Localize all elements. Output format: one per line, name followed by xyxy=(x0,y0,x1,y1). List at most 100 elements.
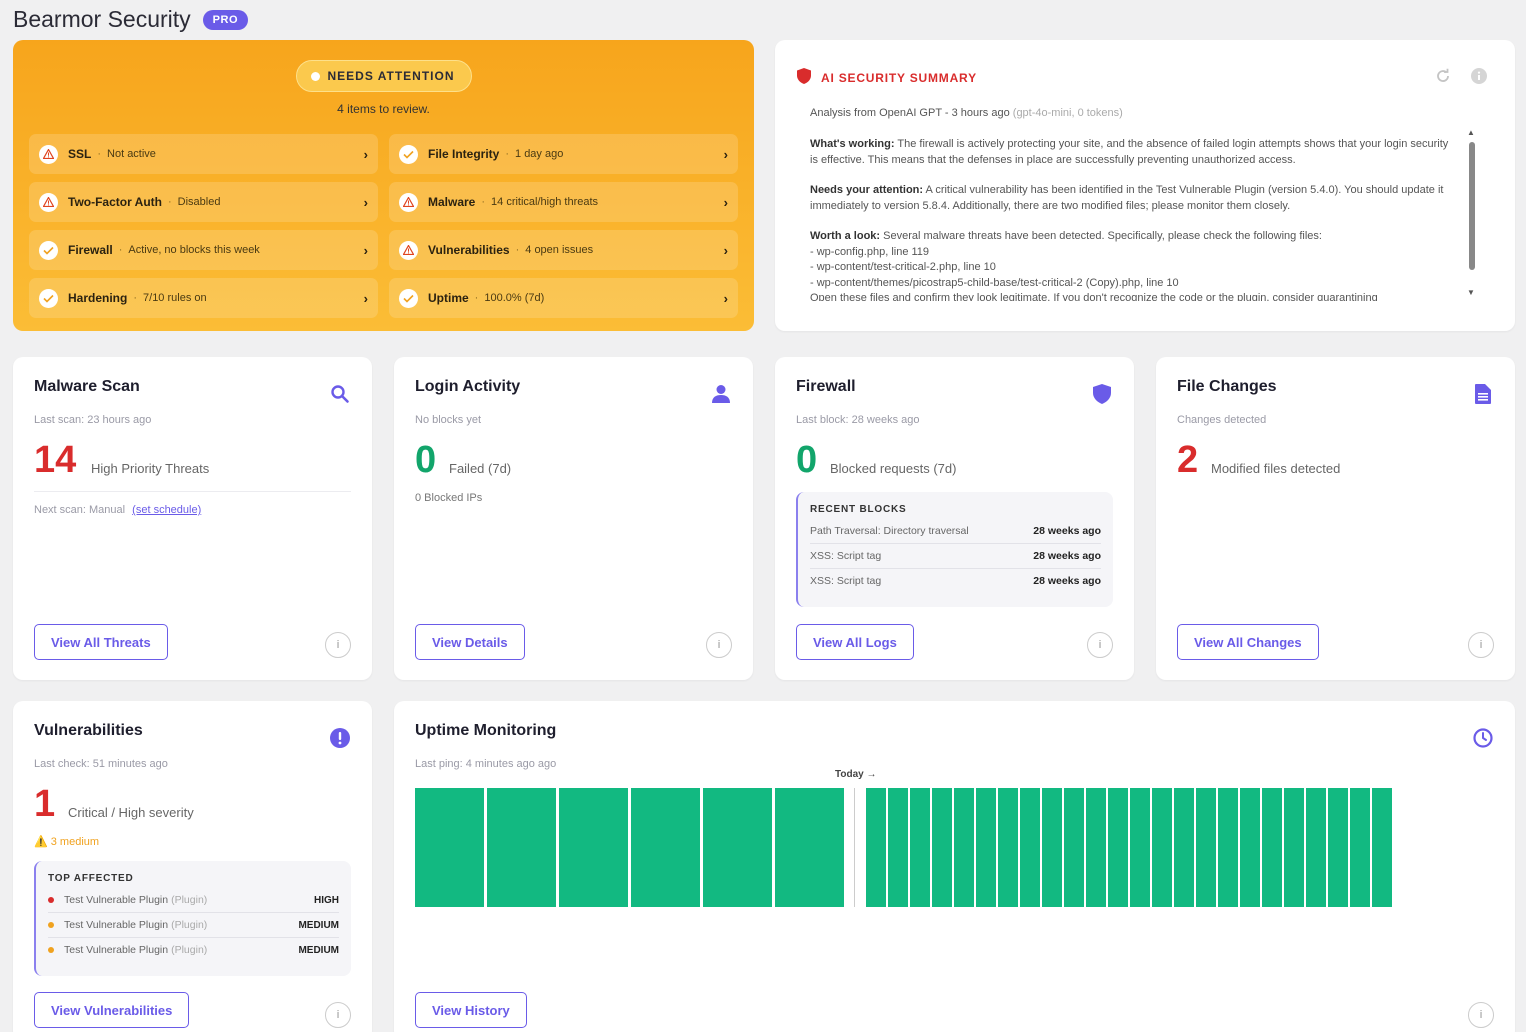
uptime-check-bar[interactable] xyxy=(998,788,1018,907)
recent-block-row: XSS: Script tag 28 weeks ago xyxy=(810,569,1101,593)
ai-summary-scrollbar[interactable]: ▲ ▼ xyxy=(1467,128,1476,298)
attention-item-detail: 1 day ago xyxy=(515,148,564,160)
attention-item-name: Malware xyxy=(428,195,476,209)
attention-item-malware[interactable]: Malware · 14 critical/high threats › xyxy=(389,182,738,222)
check-icon xyxy=(399,144,418,164)
info-icon[interactable]: i xyxy=(325,632,351,658)
uptime-check-bar[interactable] xyxy=(888,788,908,907)
uptime-check-bar[interactable] xyxy=(1174,788,1194,907)
chevron-right-icon: › xyxy=(723,146,728,162)
info-icon[interactable]: i xyxy=(1468,632,1494,658)
attention-item-file-integrity[interactable]: File Integrity · 1 day ago › xyxy=(389,134,738,174)
next-scan-text: Next scan: Manual xyxy=(34,504,126,516)
view-all-logs-button[interactable]: View All Logs xyxy=(796,624,914,660)
chevron-right-icon: › xyxy=(723,194,728,210)
separator: · xyxy=(505,148,510,160)
uptime-check-bar[interactable] xyxy=(1240,788,1260,907)
uptime-day-bar[interactable] xyxy=(775,788,844,907)
uptime-last-ping: Last ping: 4 minutes ago ago xyxy=(415,758,557,770)
malware-next-scan: Next scan: Manual (set schedule) xyxy=(34,504,201,516)
scroll-thumb[interactable] xyxy=(1469,142,1475,270)
user-icon xyxy=(711,384,731,404)
uptime-day-bar[interactable] xyxy=(703,788,772,907)
uptime-day-bar[interactable] xyxy=(487,788,556,907)
uptime-monitoring-card: Uptime Monitoring Last ping: 4 minutes a… xyxy=(394,701,1515,1032)
separator: · xyxy=(515,244,520,256)
uptime-check-bar[interactable] xyxy=(1350,788,1370,907)
ai-working-text: The firewall is actively protecting your… xyxy=(810,138,1449,166)
ai-trailing-line: Open these files and confirm they look l… xyxy=(810,292,1378,301)
scroll-down-arrow-icon[interactable]: ▼ xyxy=(1467,288,1475,297)
set-schedule-link[interactable]: (set schedule) xyxy=(132,504,202,516)
uptime-check-bar[interactable] xyxy=(1086,788,1106,907)
severity-dot xyxy=(48,947,54,953)
uptime-check-bar[interactable] xyxy=(976,788,996,907)
uptime-check-bar[interactable] xyxy=(866,788,886,907)
uptime-check-bar[interactable] xyxy=(1130,788,1150,907)
firewall-blocked-count: 0 xyxy=(796,439,818,481)
uptime-day-bar[interactable] xyxy=(559,788,628,907)
view-details-button[interactable]: View Details xyxy=(415,624,525,660)
attention-item-vulnerabilities[interactable]: Vulnerabilities · 4 open issues › xyxy=(389,230,738,270)
info-icon[interactable]: i xyxy=(1087,632,1113,658)
severity-label: MEDIUM xyxy=(298,919,339,931)
uptime-check-bar[interactable] xyxy=(1262,788,1282,907)
document-icon xyxy=(1473,384,1493,404)
separator: · xyxy=(118,244,123,256)
attention-item-detail: Not active xyxy=(107,148,156,160)
uptime-title: Uptime Monitoring xyxy=(415,722,557,739)
view-all-threats-button[interactable]: View All Threats xyxy=(34,624,168,660)
attention-item-detail: 4 open issues xyxy=(525,244,594,256)
status-dot xyxy=(310,71,320,81)
view-all-changes-button[interactable]: View All Changes xyxy=(1177,624,1319,660)
uptime-check-bar[interactable] xyxy=(1108,788,1128,907)
uptime-day-bar[interactable] xyxy=(415,788,484,907)
uptime-check-bar[interactable] xyxy=(1284,788,1304,907)
warning-icon xyxy=(399,240,418,260)
firewall-title: Firewall xyxy=(796,378,856,395)
uptime-check-bar[interactable] xyxy=(932,788,952,907)
chevron-right-icon: › xyxy=(363,146,368,162)
block-rule: Path Traversal: Directory traversal xyxy=(810,525,969,537)
uptime-check-bar[interactable] xyxy=(1064,788,1084,907)
attention-item-firewall[interactable]: Firewall · Active, no blocks this week › xyxy=(29,230,378,270)
attention-item-name: Uptime xyxy=(428,291,469,305)
info-icon[interactable]: i xyxy=(325,1002,351,1028)
recent-block-row: Path Traversal: Directory traversal 28 we… xyxy=(810,519,1101,544)
refresh-icon[interactable] xyxy=(1435,68,1451,84)
affected-row: Test Vulnerable Plugin (Plugin) MEDIUM xyxy=(48,913,339,938)
medium-vuln-count: ⚠️ 3 medium xyxy=(34,836,100,848)
view-history-button[interactable]: View History xyxy=(415,992,527,1028)
uptime-check-bar[interactable] xyxy=(1218,788,1238,907)
attention-item-ssl[interactable]: SSL · Not active › xyxy=(29,134,378,174)
modified-files-count: 2 xyxy=(1177,439,1199,481)
info-icon[interactable]: i xyxy=(706,632,732,658)
info-icon[interactable]: i xyxy=(1468,1002,1494,1028)
ai-worth-label: Worth a look: xyxy=(810,230,881,242)
ai-summary-body: What's working: The firewall is actively… xyxy=(810,137,1458,301)
view-vulnerabilities-button[interactable]: View Vulnerabilities xyxy=(34,992,190,1028)
affected-type: (Plugin) xyxy=(171,919,208,931)
uptime-check-bar[interactable] xyxy=(1306,788,1326,907)
attention-item-detail: 7/10 rules on xyxy=(143,292,207,304)
uptime-check-bar[interactable] xyxy=(1328,788,1348,907)
file-changes-card: File Changes Changes detected 2 Modified… xyxy=(1156,357,1515,680)
info-icon[interactable] xyxy=(1471,68,1487,84)
uptime-check-bar[interactable] xyxy=(1020,788,1040,907)
attention-item-uptime[interactable]: Uptime · 100.0% (7d) › xyxy=(389,278,738,318)
uptime-day-bar[interactable] xyxy=(631,788,700,907)
shield-icon xyxy=(1092,384,1112,404)
attention-item-two-factor-auth[interactable]: Two-Factor Auth · Disabled › xyxy=(29,182,378,222)
block-time: 28 weeks ago xyxy=(1033,525,1101,537)
uptime-check-bar[interactable] xyxy=(1196,788,1216,907)
scroll-up-arrow-icon[interactable]: ▲ xyxy=(1467,128,1475,137)
uptime-check-bar[interactable] xyxy=(1042,788,1062,907)
firewall-blocked-label: Blocked requests (7d) xyxy=(830,461,957,476)
uptime-check-bar[interactable] xyxy=(910,788,930,907)
uptime-check-bar[interactable] xyxy=(1152,788,1172,907)
uptime-check-bar[interactable] xyxy=(1372,788,1392,907)
uptime-check-bar[interactable] xyxy=(954,788,974,907)
attention-item-hardening[interactable]: Hardening · 7/10 rules on › xyxy=(29,278,378,318)
attention-item-detail: Disabled xyxy=(177,196,221,208)
separator: · xyxy=(167,196,172,208)
